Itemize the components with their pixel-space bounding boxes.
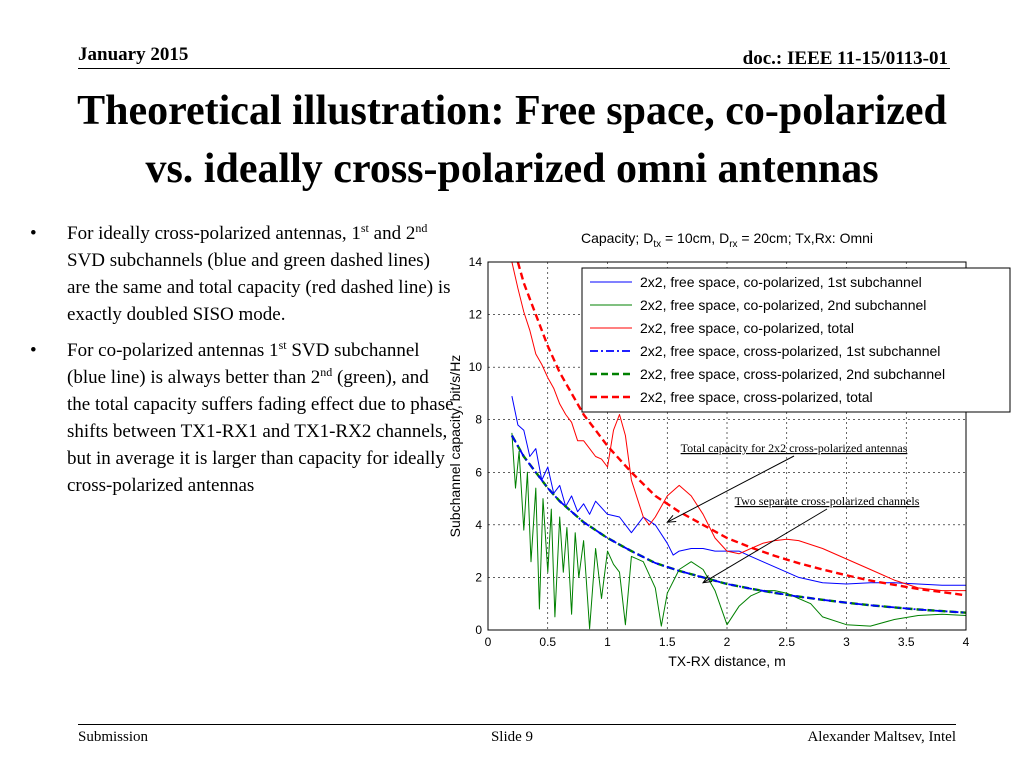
- header-doc-id: doc.: IEEE 11-15/0113-01: [742, 48, 948, 69]
- x-tick-label: 3.5: [898, 635, 915, 649]
- series-line: [511, 262, 966, 592]
- annotation-text: Two separate cross-polarized channels: [735, 494, 920, 508]
- footer-slide-number: Slide 9: [490, 729, 534, 745]
- legend-entry: 2x2, free space, cross-polarized, 2nd su…: [640, 366, 945, 382]
- y-tick-label: 14: [469, 255, 483, 269]
- slide-title-line-1: Theoretical illustration: Free space, co…: [77, 88, 947, 134]
- x-tick-label: 4: [963, 635, 970, 649]
- plot-frame: [487, 261, 967, 631]
- bullet-item: • For ideally cross-polarized antennas, …: [30, 220, 455, 328]
- bullet-item: • For co-polarized antennas 1st SVD subc…: [30, 337, 455, 499]
- annotation-arrowhead-icon: [666, 514, 677, 523]
- annotation-arrowhead-icon: [702, 575, 713, 584]
- footer-submission: Submission: [78, 729, 149, 745]
- bullet-dot-icon: •: [30, 223, 37, 244]
- y-tick-label: 8: [475, 413, 482, 427]
- chart-title: Capacity; Dtx = 10cm, Drx = 20cm; Tx,Rx:…: [581, 230, 873, 250]
- legend-entry: 2x2, free space, cross-polarized, total: [640, 389, 873, 405]
- bullet-text: For co-polarized antennas 1st SVD subcha…: [67, 338, 454, 496]
- x-tick-label: 2.5: [778, 635, 795, 649]
- legend-entry: 2x2, free space, co-polarized, 1st subch…: [640, 274, 922, 290]
- series-line: [510, 434, 966, 614]
- legend-entry: 2x2, free space, cross-polarized, 1st su…: [640, 343, 940, 359]
- bullet-list: • For ideally cross-polarized antennas, …: [30, 220, 455, 508]
- header-date: January 2015: [78, 44, 189, 65]
- legend-entry: 2x2, free space, co-polarized, 2nd subch…: [640, 297, 926, 313]
- bullet-text: For ideally cross-polarized antennas, 1s…: [67, 221, 451, 325]
- annotation-arrow: [702, 508, 828, 584]
- x-tick-label: 1: [604, 635, 611, 649]
- x-tick-label: 3: [843, 635, 850, 649]
- slide-title: Theoretical illustration: Free space, co…: [20, 82, 1004, 198]
- legend-box: [581, 267, 1011, 413]
- y-tick-label: 12: [469, 308, 483, 322]
- chart-legend: 2x2, free space, co-polarized, 1st subch…: [581, 267, 1011, 413]
- y-tick-label: 10: [469, 360, 483, 374]
- y-tick-label: 4: [475, 518, 482, 532]
- x-tick-label: 1.5: [659, 635, 676, 649]
- bullet-dot-icon: •: [30, 340, 37, 361]
- y-axis-label: Subchannel capacity, bit/s/Hz: [447, 355, 463, 538]
- annotation-text: Total capacity for 2x2 cross-polarized a…: [681, 441, 908, 455]
- footer-author: Alexander Maltsev, Intel: [807, 729, 956, 745]
- header-divider: [78, 68, 950, 69]
- x-tick-label: 2: [724, 635, 731, 649]
- capacity-chart: Capacity; Dtx = 10cm, Drx = 20cm; Tx,Rx:…: [447, 230, 1011, 669]
- chart-series: [510, 262, 966, 630]
- y-tick-label: 0: [475, 623, 482, 637]
- slide-title-line-2: vs. ideally cross-polarized omni antenna…: [145, 146, 879, 192]
- x-tick-label: 0.5: [539, 635, 556, 649]
- annotation-arrow: [667, 455, 795, 523]
- y-tick-label: 2: [475, 570, 482, 584]
- y-tick-label: 6: [475, 465, 482, 479]
- series-line: [516, 262, 966, 597]
- legend-entry: 2x2, free space, co-polarized, total: [640, 320, 854, 336]
- series-line: [511, 435, 966, 614]
- chart-annotations: Total capacity for 2x2 cross-polarized a…: [666, 441, 920, 584]
- x-axis-label: TX-RX distance, m: [668, 653, 785, 669]
- series-line: [511, 432, 966, 630]
- chart-ticks: 0 0.5 1 1.5 2 2.5 3 3.5 4 0 2 4 6 8 10 12 14: [469, 255, 970, 649]
- footer-divider: [78, 724, 956, 725]
- series-line: [511, 395, 966, 586]
- x-tick-label: 0: [485, 635, 492, 649]
